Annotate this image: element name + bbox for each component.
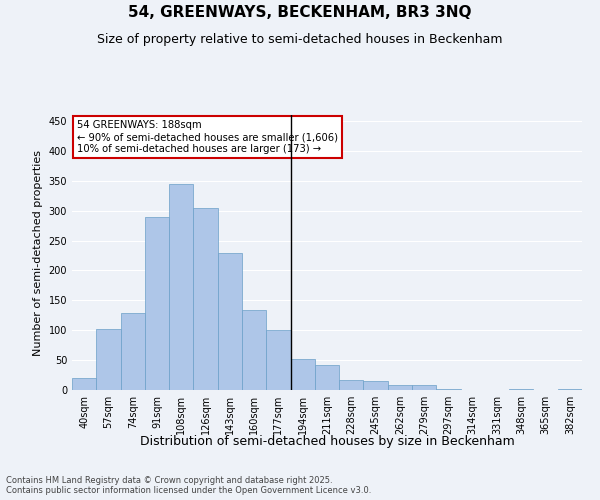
Bar xyxy=(121,314,145,390)
Bar xyxy=(72,378,96,390)
Bar xyxy=(218,252,242,390)
Bar xyxy=(412,385,436,390)
Bar xyxy=(339,380,364,390)
Text: 54, GREENWAYS, BECKENHAM, BR3 3NQ: 54, GREENWAYS, BECKENHAM, BR3 3NQ xyxy=(128,5,472,20)
Bar xyxy=(145,216,169,390)
Bar xyxy=(242,310,266,390)
Bar xyxy=(436,389,461,390)
Bar xyxy=(509,389,533,390)
Text: Size of property relative to semi-detached houses in Beckenham: Size of property relative to semi-detach… xyxy=(97,32,503,46)
Bar xyxy=(290,359,315,390)
Bar xyxy=(315,366,339,390)
Y-axis label: Number of semi-detached properties: Number of semi-detached properties xyxy=(33,150,43,356)
Text: Contains HM Land Registry data © Crown copyright and database right 2025.
Contai: Contains HM Land Registry data © Crown c… xyxy=(6,476,371,495)
Text: 54 GREENWAYS: 188sqm
← 90% of semi-detached houses are smaller (1,606)
10% of se: 54 GREENWAYS: 188sqm ← 90% of semi-detac… xyxy=(77,120,338,154)
Bar xyxy=(364,381,388,390)
Bar xyxy=(558,389,582,390)
Bar xyxy=(388,385,412,390)
Bar xyxy=(266,330,290,390)
Bar xyxy=(169,184,193,390)
Bar xyxy=(193,208,218,390)
Bar xyxy=(96,329,121,390)
Text: Distribution of semi-detached houses by size in Beckenham: Distribution of semi-detached houses by … xyxy=(140,435,514,448)
